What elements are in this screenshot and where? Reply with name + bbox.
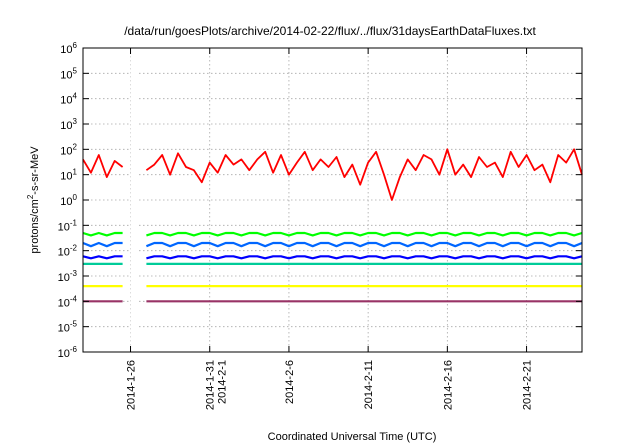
x-tick-label: 2014-2-16 — [442, 360, 454, 410]
y-tick-label: 104 — [60, 92, 77, 107]
series-line — [82, 241, 583, 248]
y-tick-label: 105 — [60, 66, 77, 81]
grid — [83, 48, 582, 352]
x-tick-label: 2014-2-1 — [217, 360, 229, 404]
x-tick-label: 2014-2-6 — [284, 360, 296, 404]
x-tick-label: 2014-1-31 — [205, 360, 217, 410]
series-layer — [82, 148, 583, 303]
series-line — [82, 148, 583, 201]
x-tick-label-group: 2014-2-6 — [284, 360, 296, 404]
y-tick-label: 103 — [60, 117, 77, 132]
y-tick-label: 100 — [60, 193, 77, 208]
x-tick-label-group: 2014-1-31 2014-2-1 — [205, 360, 229, 410]
series-line — [82, 255, 583, 260]
x-tick-label: 2014-2-11 — [363, 360, 375, 409]
chart-title: /data/run/goesPlots/archive/2014-02-22/f… — [124, 24, 536, 38]
x-tick-label: 2014-1-26 — [126, 360, 138, 410]
data-gap-band — [130, 49, 139, 351]
plot-frame — [82, 47, 583, 353]
y-axis-label-group: protons/cm2-s-sr-MeV — [26, 146, 41, 254]
x-tick-label-group: 2014-2-21 — [522, 360, 534, 410]
x-tick-label-group: 2014-2-16 — [442, 360, 454, 410]
axes: 106 105 104 103 102 101 100 10-1 10-2 10-3 10-4 10-… — [58, 41, 583, 410]
y-tick-label: 106 — [60, 41, 77, 56]
data-gap — [130, 49, 139, 351]
y-tick-label: 10-1 — [58, 218, 78, 233]
x-tick-label-group: 2014-1-26 — [126, 360, 138, 410]
y-tick-label: 10-4 — [58, 294, 78, 309]
x-tick-label: 2014-2-21 — [522, 360, 534, 410]
y-tick-label: 10-5 — [58, 320, 78, 335]
series-line — [82, 231, 583, 237]
x-tick-label-group: 2014-2-11 — [363, 360, 375, 409]
y-tick-label: 10-2 — [58, 244, 78, 259]
y-tick-label: 10-3 — [58, 269, 78, 284]
y-tick-label: 102 — [60, 142, 77, 157]
y-axis-label: protons/cm2-s-sr-MeV — [26, 146, 41, 254]
y-tick-label: 10-6 — [58, 345, 78, 360]
y-tick-label: 101 — [60, 168, 77, 183]
x-axis-label: Coordinated Universal Time (UTC) — [268, 431, 437, 443]
